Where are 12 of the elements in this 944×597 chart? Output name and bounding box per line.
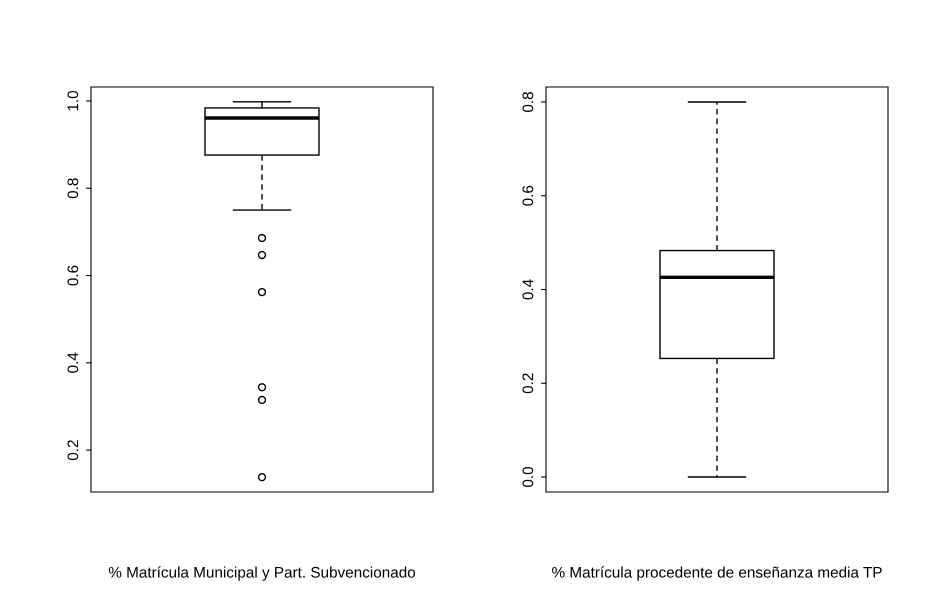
y-tick-label: 0.8	[522, 92, 534, 112]
y-tick-label: 0.4	[67, 352, 78, 373]
y-tick-label: 0.0	[522, 466, 534, 488]
y-tick-label: 0.8	[67, 178, 78, 198]
y-tick-label: 0.6	[67, 266, 78, 286]
x-axis-title: % Matrícula Municipal y Part. Subvencionado	[108, 566, 416, 581]
x-axis-title: % Matrícula procedente de enseñanza media TP	[552, 566, 882, 581]
y-tick-label: 0.4	[522, 279, 534, 300]
y-tick-label: 1.0	[67, 90, 78, 110]
y-tick-label: 0.2	[522, 373, 534, 394]
y-tick-label: 0.6	[522, 186, 534, 206]
y-tick-label: 0.2	[67, 440, 78, 460]
